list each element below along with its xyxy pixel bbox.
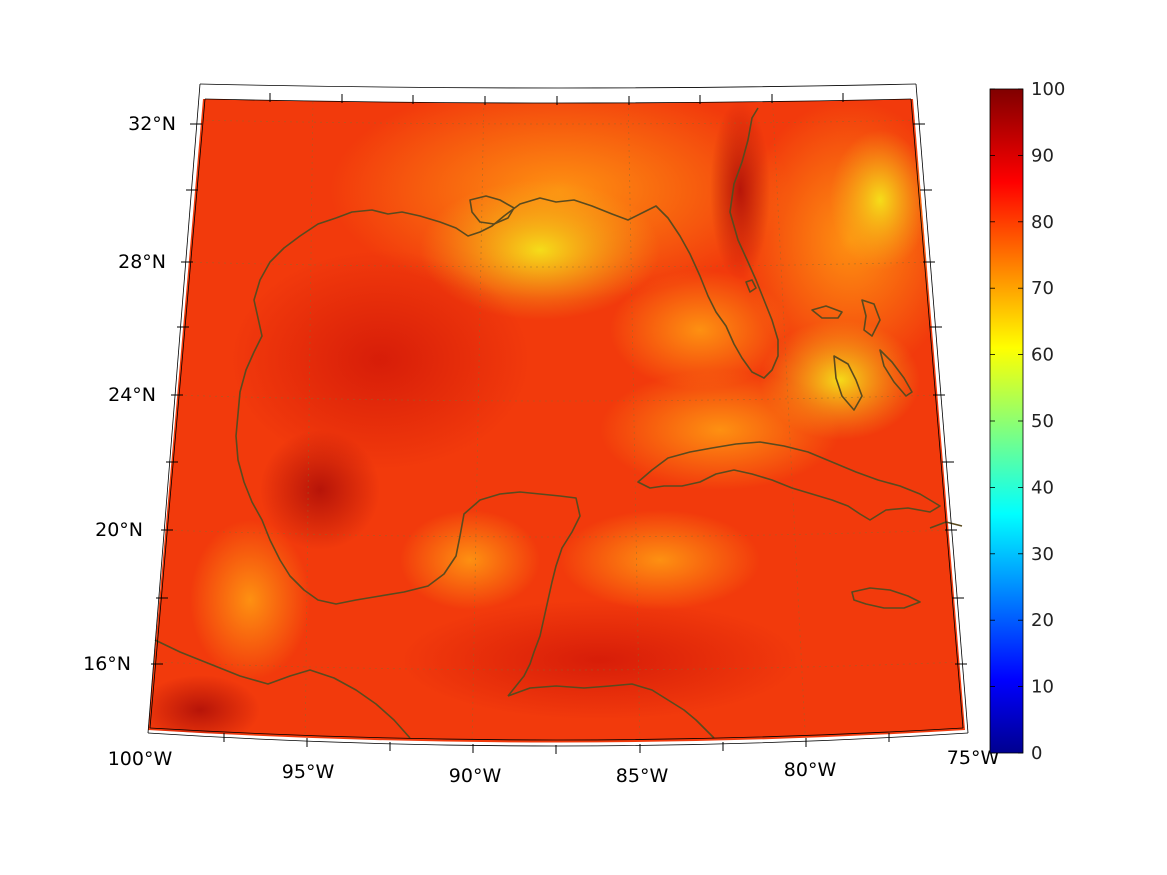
lon-label-85w: 85°W (616, 765, 669, 787)
colorbar-tick-label: 0 (1031, 743, 1042, 764)
bahamas-abaco (861, 299, 881, 337)
lon-label-90w: 90°W (449, 765, 502, 787)
colorbar: 0 10 20 30 40 50 60 70 80 90 100 (989, 79, 1065, 764)
frame-ticks (151, 93, 967, 754)
lake-okeechobee (745, 279, 757, 293)
lon-label-100w: 100°W (108, 748, 173, 770)
lat-label-24n: 24°N (108, 384, 156, 406)
pacific-coast (154, 639, 411, 739)
lon-label-75w: 75°W (947, 747, 1000, 769)
colorbar-labels: 0 10 20 30 40 50 60 70 80 90 100 (1031, 79, 1065, 764)
lat-label-16n: 16°N (83, 653, 131, 675)
lon-label-80w: 80°W (784, 759, 837, 781)
bahamas-andros (833, 355, 863, 411)
bahamas-eleuthera (879, 349, 913, 397)
colorbar-tick-label: 50 (1031, 411, 1054, 432)
colorbar-tick-label: 80 (1031, 212, 1054, 233)
grand-bahama (811, 305, 843, 319)
data-field (148, 99, 965, 743)
lat-label-20n: 20°N (95, 519, 143, 541)
colorbar-tick-label: 20 (1031, 610, 1054, 631)
mexico-coast-outline (235, 217, 581, 697)
colorbar-tick-label: 40 (1031, 477, 1054, 498)
colorbar-tick-label: 60 (1031, 345, 1054, 366)
lon-label-95w: 95°W (282, 761, 335, 783)
colorbar-ticks (990, 88, 1023, 754)
lat-label-28n: 28°N (118, 251, 166, 273)
colorbar-tick-label: 70 (1031, 278, 1054, 299)
gulf-coast-outline (335, 107, 779, 379)
colorbar-ramp (989, 88, 1024, 754)
lat-label-32n: 32°N (128, 113, 176, 135)
colorbar-tick-label: 30 (1031, 544, 1054, 565)
central-america-coast (507, 683, 715, 739)
colorbar-tick-label: 100 (1031, 79, 1065, 100)
map-frame (147, 83, 969, 747)
louisiana-delta (469, 195, 515, 225)
jamaica-outline (851, 587, 921, 609)
graticule (152, 99, 963, 743)
cuba-outline (637, 441, 941, 521)
colorbar-tick-label: 90 (1031, 145, 1054, 166)
colorbar-tick-label: 10 (1031, 677, 1054, 698)
coastlines (154, 107, 963, 739)
